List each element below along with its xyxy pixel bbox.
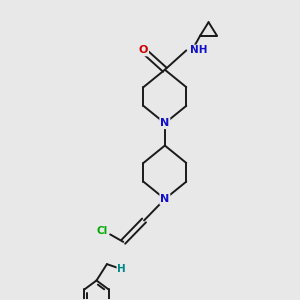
Text: N: N [160,118,170,128]
Text: Cl: Cl [97,226,108,236]
Text: NH: NH [190,45,207,56]
Text: O: O [139,45,148,56]
Text: N: N [160,194,170,204]
Text: H: H [117,265,126,275]
